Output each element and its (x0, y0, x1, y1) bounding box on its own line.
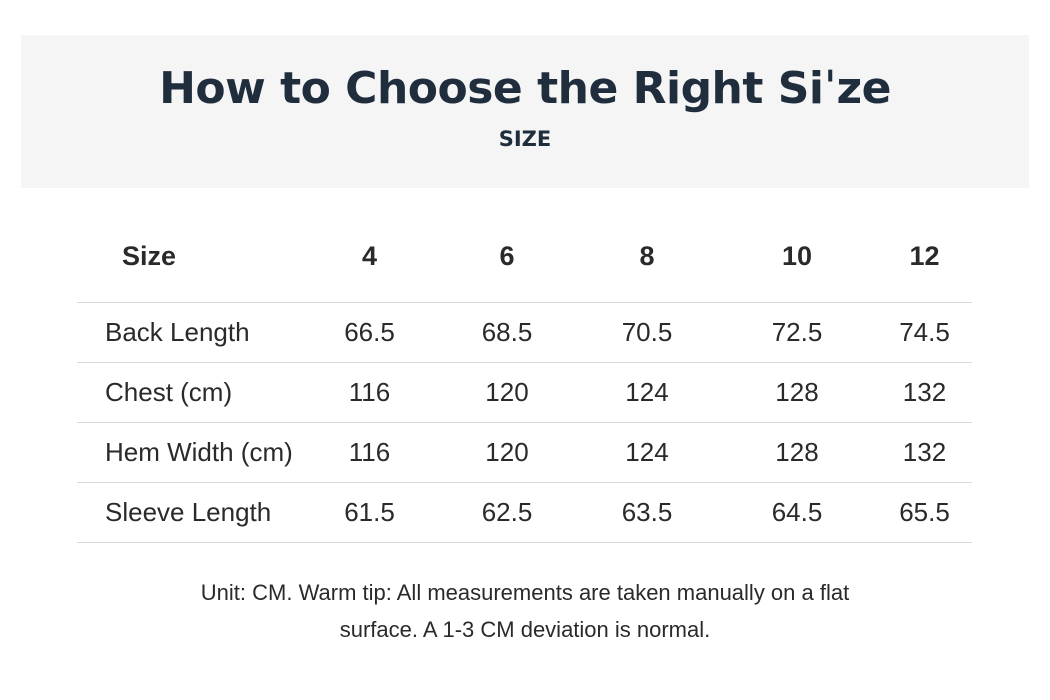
row-label: Chest (cm) (77, 362, 302, 423)
measurement-note: Unit: CM. Warm tip: All measurements are… (140, 574, 910, 648)
table-cell: 62.5 (437, 482, 577, 543)
table-cell: 63.5 (577, 482, 717, 543)
row-label: Sleeve Length (77, 482, 302, 543)
table-row-sleeve-length: Sleeve Length 61.5 62.5 63.5 64.5 65.5 (77, 482, 972, 543)
table-cell: 116 (302, 422, 437, 483)
table-cell: 74.5 (877, 302, 972, 363)
table-cell: 116 (302, 362, 437, 423)
column-header-size: Size (122, 240, 177, 271)
row-label: Hem Width (cm) (77, 422, 302, 483)
table-cell: 128 (717, 422, 877, 483)
table-header-row: Size 4 6 8 10 12 (77, 210, 972, 303)
table-cell: 61.5 (302, 482, 437, 543)
table-cell: 132 (877, 362, 972, 423)
table-row-chest: Chest (cm) 116 120 124 128 132 (77, 362, 972, 423)
page-title: How to Choose the Right Siˈze (159, 63, 891, 114)
column-header-size-6: 6 (499, 240, 515, 271)
table-cell: 120 (437, 362, 577, 423)
page-subtitle: SIZE (498, 127, 552, 151)
size-chart-table: Size 4 6 8 10 12 Back Length 66.5 68.5 7… (77, 210, 972, 543)
column-header-size-10: 10 (781, 240, 813, 271)
table-cell: 70.5 (577, 302, 717, 363)
table-cell: 132 (877, 422, 972, 483)
table-row-hem-width: Hem Width (cm) 116 120 124 128 132 (77, 422, 972, 483)
measurement-note-line-1: Unit: CM. Warm tip: All measurements are… (200, 580, 850, 605)
table-cell: 128 (717, 362, 877, 423)
table-cell: 66.5 (302, 302, 437, 363)
table-cell: 64.5 (717, 482, 877, 543)
column-header-size-12: 12 (909, 240, 940, 271)
table-row-back-length: Back Length 66.5 68.5 70.5 72.5 74.5 (77, 302, 972, 363)
table-cell: 72.5 (717, 302, 877, 363)
row-label: Back Length (77, 302, 302, 363)
table-cell: 65.5 (877, 482, 972, 543)
table-cell: 124 (577, 362, 717, 423)
header-band: How to Choose the Right Siˈze SIZE (21, 35, 1029, 188)
table-cell: 124 (577, 422, 717, 483)
column-header-size-4: 4 (361, 240, 378, 271)
table-cell: 120 (437, 422, 577, 483)
table-cell: 68.5 (437, 302, 577, 363)
measurement-note-line-2: surface. A 1-3 CM deviation is normal. (339, 617, 711, 642)
column-header-size-8: 8 (639, 240, 655, 271)
